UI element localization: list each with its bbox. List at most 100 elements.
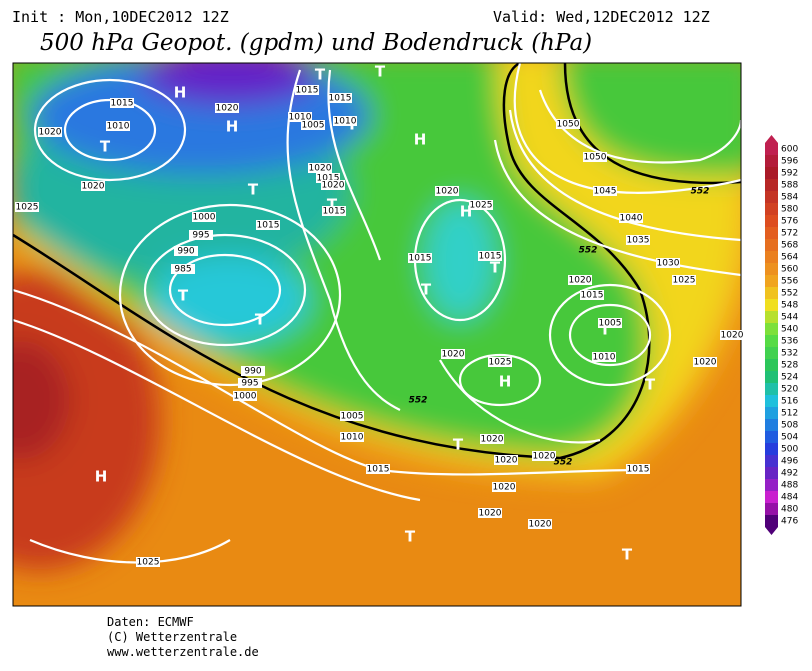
- isobar-label: 1020: [479, 509, 502, 519]
- pressure-center: T: [248, 181, 259, 199]
- isobar-label: 990: [244, 367, 261, 377]
- isobar-label-bg: [441, 349, 465, 359]
- colorbar-segment: [765, 431, 778, 443]
- isobar-label: 1020: [533, 452, 556, 462]
- isobar-label: 1005: [599, 319, 622, 329]
- isobar-label-bg: [241, 366, 265, 376]
- isobar-label-bg: [340, 411, 364, 421]
- colorbar-label: 516: [781, 397, 798, 407]
- isobar-label: 995: [192, 231, 209, 241]
- colorbar-segment: [765, 455, 778, 467]
- colorbar-segment: [765, 239, 778, 251]
- colorbar-label: 568: [781, 241, 798, 251]
- isobar-label-bg: [492, 482, 516, 492]
- colorbar-segment: [765, 371, 778, 383]
- isobar-label-bg: [693, 357, 717, 367]
- isobar-label: 985: [174, 265, 191, 275]
- isobar-label-bg: [81, 181, 105, 191]
- isobar-label: 1020: [322, 181, 345, 191]
- isobar-label-bg: [321, 180, 345, 190]
- colorbar-segment: [765, 275, 778, 287]
- pressure-center: T: [327, 196, 338, 214]
- isobar-label-bg: [136, 557, 160, 567]
- isobar-label: 1015: [627, 465, 650, 475]
- isobar-label-bg: [192, 212, 216, 222]
- isobar-label-bg: [626, 235, 650, 245]
- isobar-label-bg: [583, 152, 607, 162]
- colorbar-label: 488: [781, 481, 798, 491]
- isobar-label-bg: [233, 391, 257, 401]
- isobar-label-bg: [532, 451, 556, 461]
- isobar-label: 1020: [529, 520, 552, 530]
- isobar-label: 1025: [16, 203, 39, 213]
- colorbar-segment: [765, 179, 778, 191]
- colorbar-segment: [765, 335, 778, 347]
- isobar-label: 990: [177, 247, 194, 257]
- isobar-label: 1015: [323, 207, 346, 217]
- pressure-center: T: [255, 311, 266, 329]
- isobar-label: 1020: [216, 104, 239, 114]
- isobar-label-bg: [469, 200, 493, 210]
- isobar-label: 1020: [442, 350, 465, 360]
- isobar-label-bg: [171, 264, 195, 274]
- isobar-label: 1020: [309, 164, 332, 174]
- isobar-label: 1010: [593, 353, 616, 363]
- colorbar-segment: [765, 347, 778, 359]
- isobar-label-bg: [619, 213, 643, 223]
- colorbar-label: 584: [781, 193, 798, 203]
- isobar-label: 1005: [302, 121, 325, 131]
- isobar-label-bg: [408, 253, 432, 263]
- pressure-center: T: [622, 546, 633, 564]
- isobar-label-bg: [568, 275, 592, 285]
- isobar-label-bg: [720, 330, 744, 340]
- isobar-label-bg: [435, 186, 459, 196]
- valid-time: Valid: Wed,12DEC2012 12Z: [493, 8, 710, 26]
- colorbar-segment: [765, 467, 778, 479]
- colorbar-label: 484: [781, 493, 798, 503]
- colorbar-segment: [765, 323, 778, 335]
- colorbar-segment: [765, 299, 778, 311]
- init-time: Init : Mon,10DEC2012 12Z: [12, 8, 229, 26]
- isobar-label-bg: [656, 258, 680, 268]
- isobar-label: 1025: [137, 558, 160, 568]
- isobar-label-bg: [333, 116, 357, 126]
- copyright: (C) Wetterzentrale: [107, 630, 237, 644]
- isobar-label-bg: [598, 318, 622, 328]
- pressure-center: H: [226, 118, 239, 136]
- isobar-label: 1020: [493, 483, 516, 493]
- pressure-center: H: [414, 131, 427, 149]
- isobar-label-bg: [238, 378, 262, 388]
- isobar-label: 1020: [569, 276, 592, 286]
- colorbar-label: 592: [781, 169, 798, 179]
- colorbar-segment: [765, 203, 778, 215]
- colorbar-label: 540: [781, 325, 798, 335]
- isobar-label-bg: [488, 357, 512, 367]
- colorbar-label: 520: [781, 385, 798, 395]
- isobar-label: 1050: [557, 120, 580, 130]
- isobar-label-bg: [308, 163, 332, 173]
- colorbar-label: 548: [781, 301, 798, 311]
- isobar-label-bg: [256, 220, 280, 230]
- map-title: 500 hPa Geopot. (gpdm) und Bodendruck (h…: [40, 30, 592, 56]
- isobar-label-bg: [106, 121, 130, 131]
- isobar-label-bg: [38, 127, 62, 137]
- colorbar-label: 500: [781, 445, 798, 455]
- colorbar-segment: [765, 263, 778, 275]
- colorbar-label: 532: [781, 349, 798, 359]
- colorbar-label: 496: [781, 457, 798, 467]
- colorbar-label: 564: [781, 253, 798, 263]
- colorbar-label: 580: [781, 205, 798, 215]
- colorbar-segment: [765, 227, 778, 239]
- colorbar-segment: [765, 443, 778, 455]
- colorbar-segment: [765, 395, 778, 407]
- isobar-label-bg: [528, 519, 552, 529]
- isobar-label-bg: [580, 290, 604, 300]
- colorbar-segment: [765, 143, 778, 155]
- isobar-label: 1015: [367, 465, 390, 475]
- isobar-label: 1050: [584, 153, 607, 163]
- colorbar-label: 552: [781, 289, 798, 299]
- isobar-label: 1020: [436, 187, 459, 197]
- colorbar-label: 476: [781, 517, 798, 527]
- isobar-label: 1035: [627, 236, 650, 246]
